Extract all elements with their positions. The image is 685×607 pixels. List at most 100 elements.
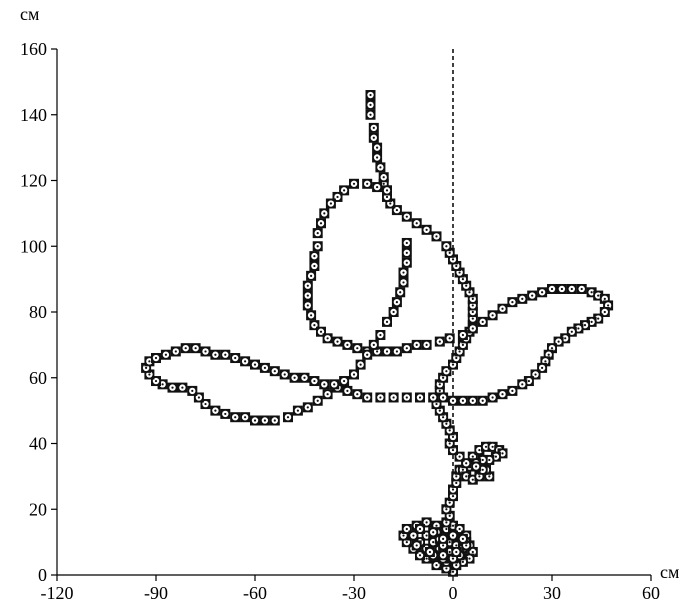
data-point — [355, 359, 366, 370]
data-point — [424, 546, 435, 557]
data-point — [375, 162, 386, 173]
data-point — [467, 323, 478, 334]
data-point — [259, 415, 270, 426]
data-point — [312, 228, 323, 239]
data-point — [375, 330, 386, 341]
data-point — [362, 178, 373, 189]
data-point — [388, 392, 399, 403]
data-point — [339, 376, 350, 387]
data-point — [349, 369, 359, 380]
data-point — [428, 392, 439, 403]
data-point — [368, 132, 379, 143]
data-point — [537, 287, 548, 298]
data-point — [441, 241, 452, 252]
y-axis-label: см — [20, 4, 39, 24]
data-point — [365, 109, 376, 120]
data-point — [382, 316, 392, 327]
data-point — [365, 90, 376, 101]
data-point — [438, 550, 449, 561]
data-point — [306, 310, 317, 321]
data-point — [391, 346, 402, 357]
data-point — [438, 533, 449, 544]
data-point — [190, 343, 201, 354]
y-tick-label: 100 — [20, 236, 47, 256]
data-point — [411, 339, 422, 350]
data-point — [372, 182, 383, 193]
x-axis-label: см — [660, 562, 679, 582]
data-point — [411, 540, 422, 551]
data-point — [401, 237, 412, 248]
data-point — [187, 385, 198, 396]
data-point — [312, 241, 323, 252]
series-2 — [141, 178, 614, 426]
y-tick-label: 120 — [20, 171, 47, 191]
data-point — [434, 336, 445, 347]
data-point — [269, 366, 280, 377]
data-point — [302, 280, 313, 291]
data-point — [401, 247, 412, 258]
data-point — [319, 379, 330, 390]
data-point — [316, 326, 326, 337]
data-point — [167, 382, 178, 393]
data-point — [210, 405, 221, 416]
x-tick-label: -120 — [41, 583, 74, 603]
data-point — [527, 290, 538, 301]
data-point — [398, 267, 409, 278]
data-point — [269, 415, 280, 426]
data-point — [292, 405, 303, 416]
data-point — [457, 395, 468, 406]
data-point — [372, 152, 383, 163]
data-point — [362, 349, 373, 360]
data-point — [151, 353, 161, 364]
data-point — [457, 330, 468, 341]
data-point — [316, 218, 326, 229]
data-point — [497, 303, 508, 314]
data-point — [312, 395, 323, 406]
data-point — [474, 445, 485, 456]
data-points — [141, 90, 614, 577]
data-point — [431, 231, 442, 242]
data-point — [329, 379, 340, 390]
data-point — [220, 408, 231, 419]
data-point — [160, 349, 171, 360]
data-point — [573, 323, 584, 334]
data-point — [507, 297, 518, 308]
data-point — [230, 412, 241, 423]
data-point — [487, 310, 498, 321]
data-point — [372, 142, 383, 153]
data-point — [210, 349, 221, 360]
data-point — [471, 461, 482, 472]
data-point — [332, 336, 343, 347]
data-point — [170, 346, 181, 357]
data-point — [497, 389, 508, 400]
data-point — [428, 527, 439, 538]
data-point — [431, 560, 442, 571]
data-point — [382, 346, 392, 357]
data-point — [309, 251, 320, 262]
data-point — [352, 389, 363, 400]
x-tick-label: 60 — [642, 583, 660, 603]
data-point — [302, 300, 313, 311]
data-point — [556, 283, 567, 294]
data-point — [342, 385, 353, 396]
data-point — [517, 293, 528, 304]
data-point — [322, 333, 333, 344]
data-point — [365, 99, 376, 110]
data-point — [523, 376, 534, 387]
data-point — [240, 356, 251, 367]
series-1 — [365, 90, 508, 577]
data-point — [448, 530, 458, 541]
data-point — [352, 343, 363, 354]
y-tick-label: 140 — [20, 105, 47, 125]
data-point — [200, 346, 211, 357]
data-point — [467, 395, 478, 406]
data-point — [322, 389, 333, 400]
data-point — [279, 369, 290, 380]
data-point — [408, 530, 419, 541]
data-point — [421, 339, 432, 350]
data-point — [299, 372, 310, 383]
data-point — [411, 218, 422, 229]
data-point — [448, 395, 458, 406]
data-point — [230, 353, 241, 364]
data-point — [401, 211, 412, 222]
